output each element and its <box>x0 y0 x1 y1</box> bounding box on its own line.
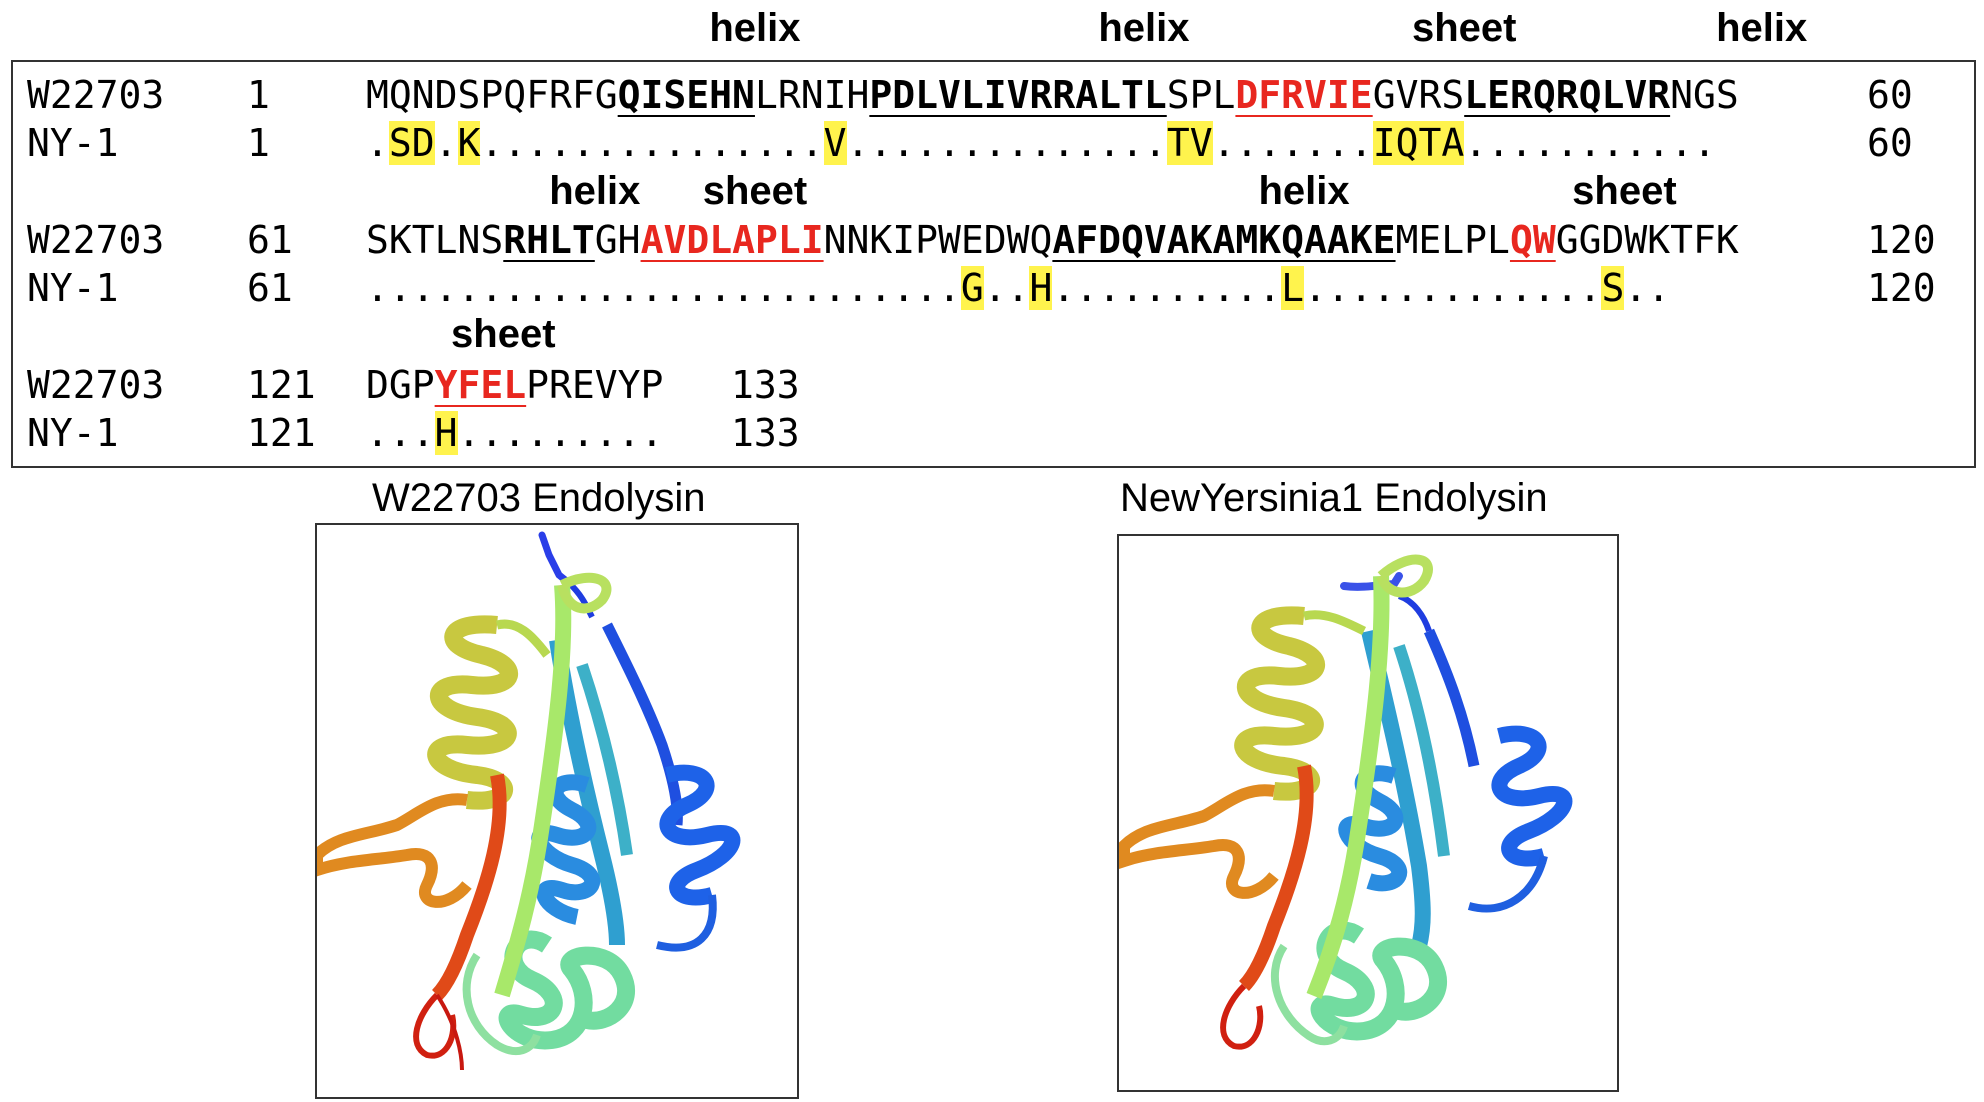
segment-helix: QISEHN <box>617 73 755 117</box>
sequence-end-ny1: 133 <box>731 411 800 455</box>
sequence-end-w22703: 120 <box>1867 218 1936 262</box>
segment-plain: NNKIPWEDWQ <box>823 218 1053 262</box>
ribbon-diagram-newyersinia1 <box>1119 554 1573 1050</box>
sequence-name-w22703: W22703 <box>27 218 165 262</box>
ss-label-helix: helix <box>1716 6 1808 50</box>
ss-label-sheet: sheet <box>702 169 808 213</box>
sequence-start-w22703: 1 <box>247 73 270 117</box>
sequence-w22703: MQNDSPQFRFGQISEHNLRNIHPDLVLIVRRALTLSPLDF… <box>366 76 1739 114</box>
ss-label-sheet: sheet <box>1411 6 1517 50</box>
ss-label-helix: helix <box>1098 6 1190 50</box>
ss-label-helix: helix <box>709 6 801 50</box>
residue-difference: V <box>823 121 847 165</box>
segment-helix: PDLVLIVRRALTL <box>869 73 1167 117</box>
residue-difference: I <box>1372 121 1396 165</box>
residue-difference: T <box>1418 121 1442 165</box>
sequence-start-w22703: 61 <box>247 218 293 262</box>
sequence-end-w22703: 60 <box>1867 73 1913 117</box>
sequence-w22703: SKTLNSRHLTGHAVDLAPLINNKIPWEDWQAFDQVAKAMK… <box>366 221 1739 259</box>
sequence-name-w22703: W22703 <box>27 363 165 407</box>
residue-difference: H <box>434 411 458 455</box>
segment-helix: LERQRQLVR <box>1464 73 1671 117</box>
sequence-end-w22703: 133 <box>731 363 800 407</box>
segment-plain: PREVYP <box>526 363 664 407</box>
segment-sheet: YFEL <box>434 363 527 407</box>
sequence-ny1: ..........................G..H..........… <box>366 266 1671 310</box>
sequence-name-ny1: NY-1 <box>27 411 119 455</box>
ribbon-diagram-w22703 <box>317 531 741 1071</box>
residue-difference: H <box>1029 266 1053 310</box>
residue-difference: D <box>411 121 435 165</box>
sequence-w22703: DGPYFELPREVYP <box>366 366 663 404</box>
residue-difference: A <box>1441 121 1465 165</box>
sequence-name-ny1: NY-1 <box>27 121 119 165</box>
ss-label-sheet: sheet <box>1572 169 1677 213</box>
ss-label-sheet: sheet <box>451 312 556 356</box>
residue-difference: K <box>457 121 481 165</box>
residue-difference: L <box>1281 266 1305 310</box>
sequence-start-ny1: 61 <box>247 266 293 310</box>
segment-plain: MELPL <box>1395 218 1510 262</box>
segment-plain: MQNDSPQFRFG <box>366 73 618 117</box>
ss-label-helix: helix <box>1258 169 1350 213</box>
sequence-ny1: ...H......... <box>366 411 664 455</box>
segment-plain: NGS <box>1670 73 1739 117</box>
sequence-end-ny1: 60 <box>1867 121 1913 165</box>
segment-helix: AFDQVAKAMKQAAKE <box>1052 218 1396 262</box>
ss-label-helix: helix <box>549 169 641 213</box>
segment-sheet: QW <box>1509 218 1556 262</box>
residue-difference: T <box>1166 121 1190 165</box>
sequence-name-ny1: NY-1 <box>27 266 119 310</box>
structure-title-newyersinia1: NewYersinia1 Endolysin <box>1120 476 1548 520</box>
sequence-ny1: .SD.K...............V..............TV...… <box>366 121 1716 165</box>
sequence-start-ny1: 121 <box>247 411 316 455</box>
segment-plain: GH <box>594 218 641 262</box>
residue-difference: V <box>1189 121 1213 165</box>
segment-plain: DGP <box>366 363 435 407</box>
structure-image-w22703 <box>315 523 799 1099</box>
segment-sheet: AVDLAPLI <box>640 218 824 262</box>
segment-plain: GGDWKTFK <box>1555 218 1739 262</box>
residue-difference: S <box>388 121 412 165</box>
segment-helix: RHLT <box>503 218 595 262</box>
segment-plain: LRNIH <box>754 73 870 117</box>
structure-image-newyersinia1 <box>1117 534 1619 1092</box>
segment-plain: SPL <box>1166 73 1236 117</box>
sequence-end-ny1: 120 <box>1867 266 1936 310</box>
sequence-start-ny1: 1 <box>247 121 270 165</box>
sequence-start-w22703: 121 <box>247 363 316 407</box>
residue-difference: S <box>1601 266 1625 310</box>
sequence-name-w22703: W22703 <box>27 73 165 117</box>
alignment-box <box>11 60 1976 468</box>
structure-title-w22703: W22703 Endolysin <box>372 476 706 520</box>
segment-sheet: DFRVIE <box>1235 73 1373 117</box>
segment-plain: GVRS <box>1372 73 1465 117</box>
residue-difference: G <box>960 266 984 310</box>
residue-difference: Q <box>1395 121 1419 165</box>
segment-plain: SKTLNS <box>366 218 504 262</box>
